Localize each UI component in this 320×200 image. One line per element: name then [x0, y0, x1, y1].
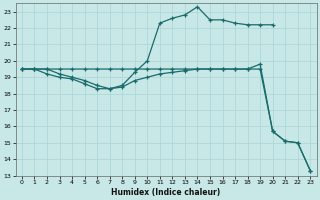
- X-axis label: Humidex (Indice chaleur): Humidex (Indice chaleur): [111, 188, 221, 197]
